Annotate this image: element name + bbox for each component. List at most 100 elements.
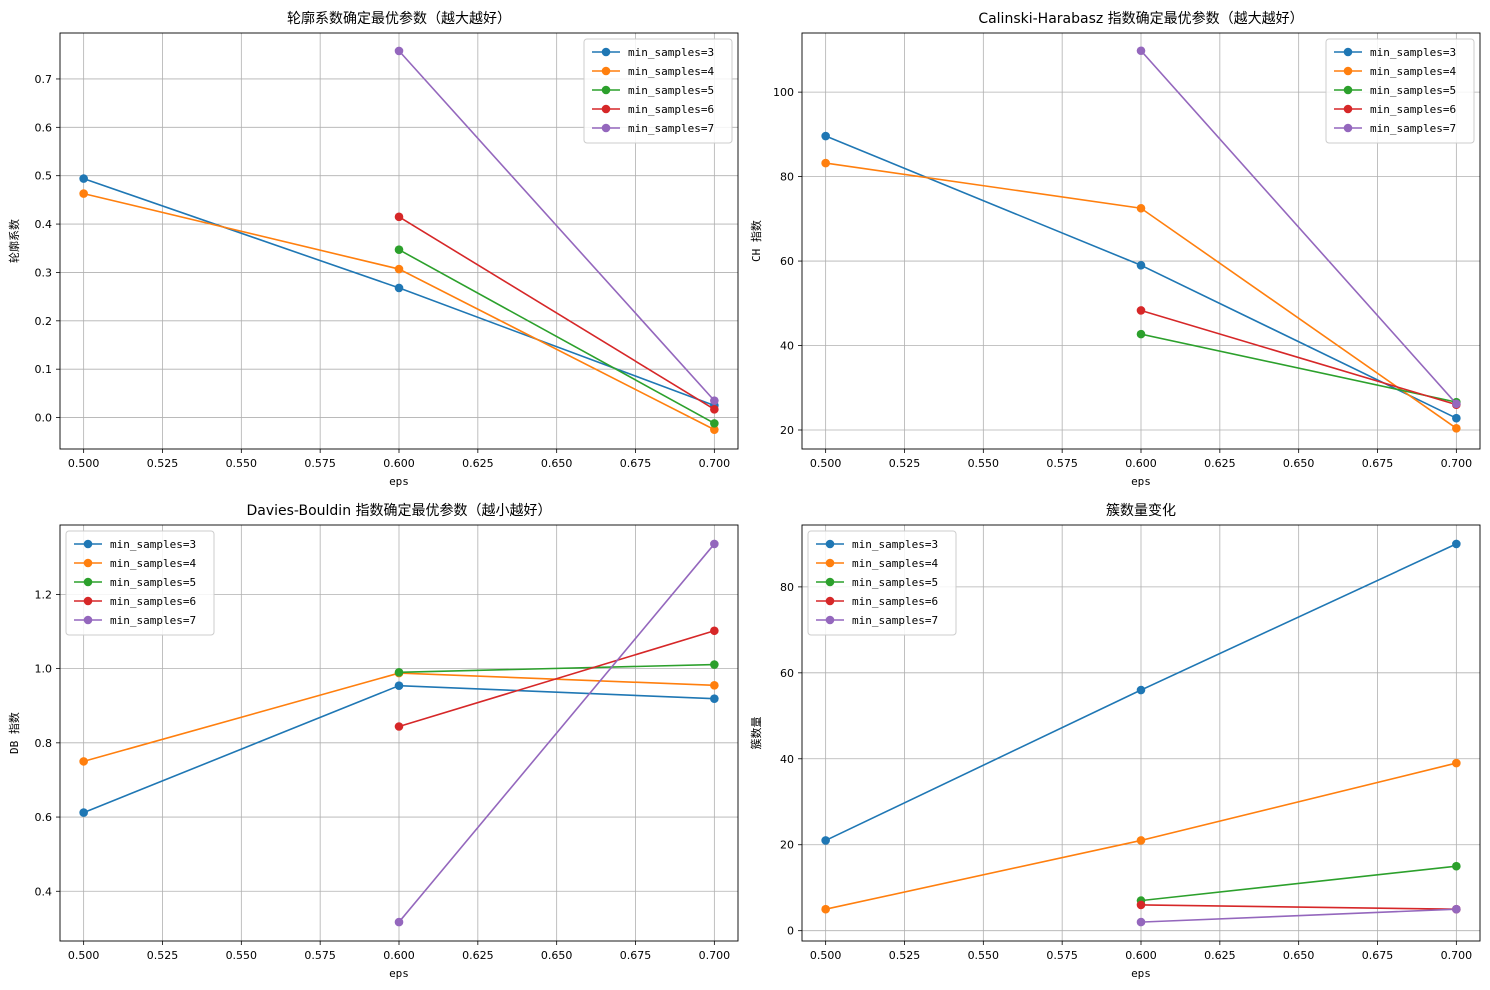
legend-entry: min_samples=6 (1370, 103, 1456, 116)
x-tick-label: 0.550 (968, 949, 1000, 962)
x-tick-label: 0.625 (462, 949, 494, 962)
series-line-4 (1140, 904, 1457, 910)
chart-4: 0.500 0.525 0.550 0.575 0.600 0.625 0.650 0.675… (749, 503, 1481, 980)
legend-marker (1343, 66, 1353, 76)
data-point (79, 808, 88, 817)
y-tick-label: 80 (780, 581, 794, 594)
x-tick-label: 0.500 (68, 949, 100, 962)
data-point (710, 425, 719, 434)
y-tick-label: 1.0 (35, 663, 53, 676)
x-tick-label: 0.675 (620, 949, 652, 962)
x-tick-label: 0.650 (541, 457, 573, 470)
series-line-5 (1140, 50, 1457, 405)
data-point (821, 131, 830, 141)
x-axis-label: eps (389, 475, 409, 488)
x-tick-label: 0.575 (1046, 949, 1078, 962)
x-tick-label: 0.675 (1362, 457, 1394, 470)
x-axis-label: eps (389, 967, 409, 980)
x-tick-label: 0.575 (304, 949, 336, 962)
legend-marker (601, 85, 611, 95)
x-axis-label: eps (1131, 967, 1151, 980)
legend-entry: min_samples=3 (1370, 46, 1456, 59)
x-tick-label: 0.575 (304, 457, 336, 470)
legend-entry: min_samples=5 (628, 84, 714, 97)
series-line-4 (398, 629, 715, 728)
data-point (1136, 836, 1146, 845)
legend-marker (1343, 47, 1353, 57)
x-tick-label: 0.600 (383, 949, 415, 962)
data-point (1452, 861, 1461, 871)
series-line-3 (398, 663, 715, 674)
data-point (394, 668, 404, 677)
x-tick-label: 0.600 (1125, 457, 1157, 470)
chart-title: Davies-Bouldin 指数确定最优参数（越小越好） (246, 502, 551, 519)
legend-marker (83, 539, 93, 549)
legend-entry: min_samples=4 (628, 65, 714, 78)
data-point (394, 722, 404, 731)
y-tick-label: 0.4 (35, 218, 53, 231)
legend: min_samples=3 min_samples=4 min_samples=5m… (65, 530, 215, 636)
chart-title: 轮廓系数确定最优参数（越大越好） (287, 10, 511, 27)
legend-entry: min_samples=7 (628, 122, 714, 135)
x-tick-label: 0.550 (226, 949, 258, 962)
legend-marker (83, 596, 93, 606)
x-tick-label: 0.525 (147, 457, 179, 470)
data-point (710, 626, 719, 636)
data-point (1136, 685, 1146, 695)
legend-entry: min_samples=7 (1370, 122, 1456, 135)
legend-entry: min_samples=4 (1370, 65, 1456, 78)
legend-box (807, 530, 957, 636)
data-point (710, 660, 719, 669)
data-point (1136, 46, 1146, 56)
y-tick-label: 60 (780, 667, 794, 680)
legend-entry: min_samples=7 (852, 614, 938, 627)
y-tick-label: 80 (780, 171, 794, 184)
legend-marker (83, 577, 93, 587)
y-axis-label: CH 指数 (749, 220, 763, 262)
legend-marker (83, 558, 93, 568)
legend-entry: min_samples=7 (110, 614, 196, 627)
x-tick-label: 0.650 (541, 949, 573, 962)
legend-marker (825, 596, 835, 606)
y-tick-label: 0 (787, 925, 794, 938)
data-point (710, 694, 719, 703)
chart-2: 0.500 0.525 0.550 0.575 0.600 0.625 0.650 0.675… (749, 10, 1481, 488)
data-point (1136, 203, 1146, 213)
legend-entry: min_samples=6 (628, 103, 714, 116)
data-point (394, 245, 404, 255)
x-tick-label: 0.500 (68, 457, 100, 470)
data-point (394, 917, 404, 927)
series-line-5 (398, 50, 715, 402)
y-tick-label: 20 (780, 424, 794, 437)
data-point (1136, 306, 1146, 315)
x-tick-label: 0.500 (810, 949, 842, 962)
legend-entry: min_samples=5 (1370, 84, 1456, 97)
x-tick-label: 0.500 (810, 457, 842, 470)
series-line-4 (398, 216, 715, 411)
x-tick-label: 0.600 (1125, 949, 1157, 962)
legend-marker (601, 123, 611, 133)
plot-frame (59, 32, 739, 450)
legend-box (583, 38, 733, 144)
chart-3: 0.500 0.525 0.550 0.575 0.600 0.625 0.650 0.675… (7, 502, 739, 980)
x-tick-label: 0.525 (889, 949, 921, 962)
y-tick-label: 40 (780, 753, 794, 766)
data-point (1136, 900, 1146, 910)
data-point (1452, 413, 1461, 423)
data-point (710, 405, 719, 414)
y-tick-label: 0.7 (35, 73, 53, 86)
data-point (394, 212, 404, 222)
legend-entry: min_samples=3 (110, 538, 196, 551)
legend-marker (825, 539, 835, 549)
data-point (1136, 260, 1146, 270)
data-point (394, 283, 404, 293)
x-tick-label: 0.550 (226, 457, 258, 470)
legend-entry: min_samples=5 (110, 576, 196, 589)
legend-marker (601, 104, 611, 114)
data-point (79, 174, 88, 183)
x-tick-label: 0.625 (462, 457, 494, 470)
legend-marker (601, 47, 611, 57)
x-axis-label: eps (1131, 475, 1151, 488)
x-tick-label: 0.700 (1441, 949, 1473, 962)
data-point (1452, 399, 1461, 409)
